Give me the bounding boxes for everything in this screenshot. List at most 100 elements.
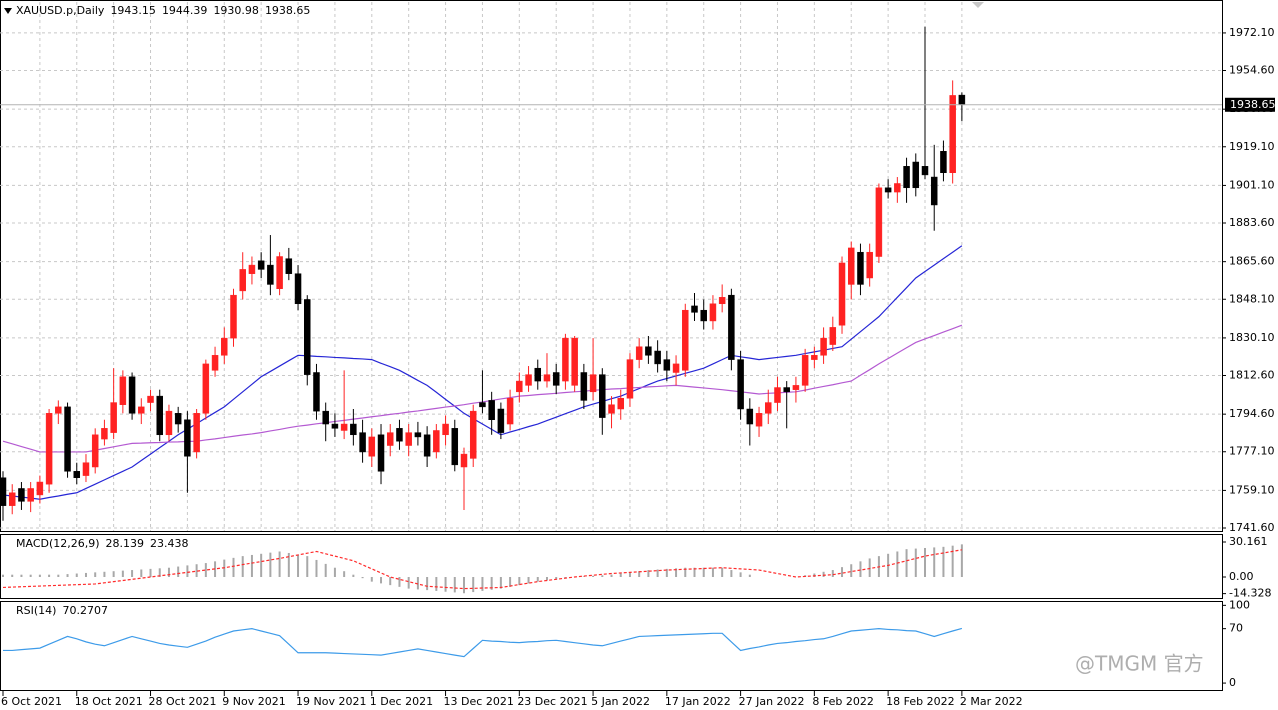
candle-body	[875, 187, 883, 257]
y-tick-label: 1794.60	[1229, 407, 1275, 420]
macd-bar	[250, 554, 253, 577]
candle-body	[930, 176, 938, 206]
candle-body	[599, 374, 606, 418]
candle-body	[765, 402, 772, 414]
macd-bar	[131, 570, 134, 577]
macd-bar	[103, 571, 106, 577]
macd-bar	[518, 577, 521, 586]
candle-body	[184, 419, 191, 457]
macd-bar	[149, 568, 152, 577]
candle-body	[451, 428, 459, 466]
candle-body	[110, 402, 117, 433]
macd-bar	[444, 577, 447, 592]
candle-body	[645, 346, 652, 356]
macd-bar	[94, 572, 97, 577]
header-value: 1938.65	[265, 4, 311, 17]
macd-bar	[730, 570, 733, 577]
candle-body	[73, 471, 81, 478]
macd-bar	[675, 568, 678, 577]
candle-body	[746, 408, 754, 425]
x-tick-label: 9 Nov 2021	[222, 695, 285, 708]
shift-marker	[972, 2, 984, 8]
candle-body	[82, 462, 90, 476]
candle-body	[165, 410, 173, 436]
candle-body	[55, 406, 62, 414]
macd-bar	[601, 575, 604, 577]
header-value: 1930.98	[213, 4, 259, 17]
macd-bar	[324, 563, 327, 577]
macd-bar	[453, 577, 456, 593]
macd-bar	[914, 548, 917, 577]
macd-bar	[536, 577, 539, 582]
macd-bar	[352, 574, 355, 577]
x-tick-label: 2 Mar 2022	[960, 695, 1023, 708]
macd-bar	[204, 563, 207, 577]
macd-bar	[57, 574, 60, 577]
y-tick-label: 0	[1229, 676, 1236, 689]
candle-body	[45, 413, 53, 485]
macd-bar	[748, 574, 751, 577]
candle-body	[497, 408, 505, 433]
macd-bar	[241, 556, 244, 577]
macd-bar	[951, 545, 954, 577]
macd-bar	[315, 559, 318, 577]
candle-body	[257, 260, 265, 270]
candle-body	[423, 434, 431, 457]
candle-body	[562, 337, 569, 382]
candle-body	[138, 406, 145, 414]
candle-body	[543, 374, 551, 382]
macd-bar	[582, 576, 585, 577]
candle-body	[682, 309, 689, 371]
header-value: 1944.39	[162, 4, 208, 17]
candle-body	[755, 413, 763, 427]
macd-bar	[20, 574, 23, 577]
macd-bar	[960, 544, 963, 577]
candle-body	[783, 387, 790, 393]
y-tick-label: 70	[1229, 622, 1243, 635]
candle-body	[903, 166, 910, 189]
macd-bar	[398, 577, 401, 587]
macd-bar	[822, 571, 825, 577]
candle-body	[857, 251, 864, 285]
candle-body	[377, 434, 385, 472]
price-label-box	[1225, 97, 1275, 112]
macd-bar	[499, 577, 502, 589]
x-tick-label: 23 Dec 2021	[517, 695, 587, 708]
y-tick-label: 0.00	[1229, 570, 1254, 583]
macd-bar	[66, 574, 69, 577]
macd-bar	[407, 577, 410, 589]
rsi-line	[3, 627, 963, 658]
macd-bar	[656, 569, 659, 577]
candle-body	[27, 488, 34, 502]
y-tick-label: 1830.10	[1229, 331, 1275, 344]
candle-body	[285, 258, 293, 274]
candle-body	[949, 95, 956, 173]
macd-bar	[297, 554, 300, 577]
candle-body	[635, 346, 643, 360]
macd-bar	[610, 574, 613, 577]
candle-body	[718, 297, 726, 305]
y-tick-label: 1741.60	[1229, 521, 1275, 534]
pane-header: RSI(14) 70.2707	[16, 604, 108, 617]
y-tick-label: 1972.10	[1229, 26, 1275, 39]
macd-bar	[112, 571, 115, 577]
x-tick-label: 5 Jan 2022	[591, 695, 650, 708]
macd-bar	[121, 570, 124, 577]
macd-bar	[896, 551, 899, 577]
header-value: 70.2707	[62, 604, 108, 617]
macd-bar	[361, 577, 364, 579]
symbol-marker	[4, 8, 12, 14]
candle-body	[608, 404, 615, 414]
macd-bar	[186, 565, 189, 577]
candle-body	[672, 363, 680, 373]
macd-pane-frame	[0, 534, 1223, 599]
candle-body	[350, 423, 357, 436]
candle-body	[691, 305, 698, 313]
candle-body	[958, 94, 966, 106]
candle-body	[506, 398, 514, 425]
candle-body	[386, 432, 394, 446]
macd-bar	[389, 577, 392, 586]
candle-body	[838, 262, 846, 326]
candle-body	[36, 481, 44, 496]
candle-body	[709, 303, 717, 322]
